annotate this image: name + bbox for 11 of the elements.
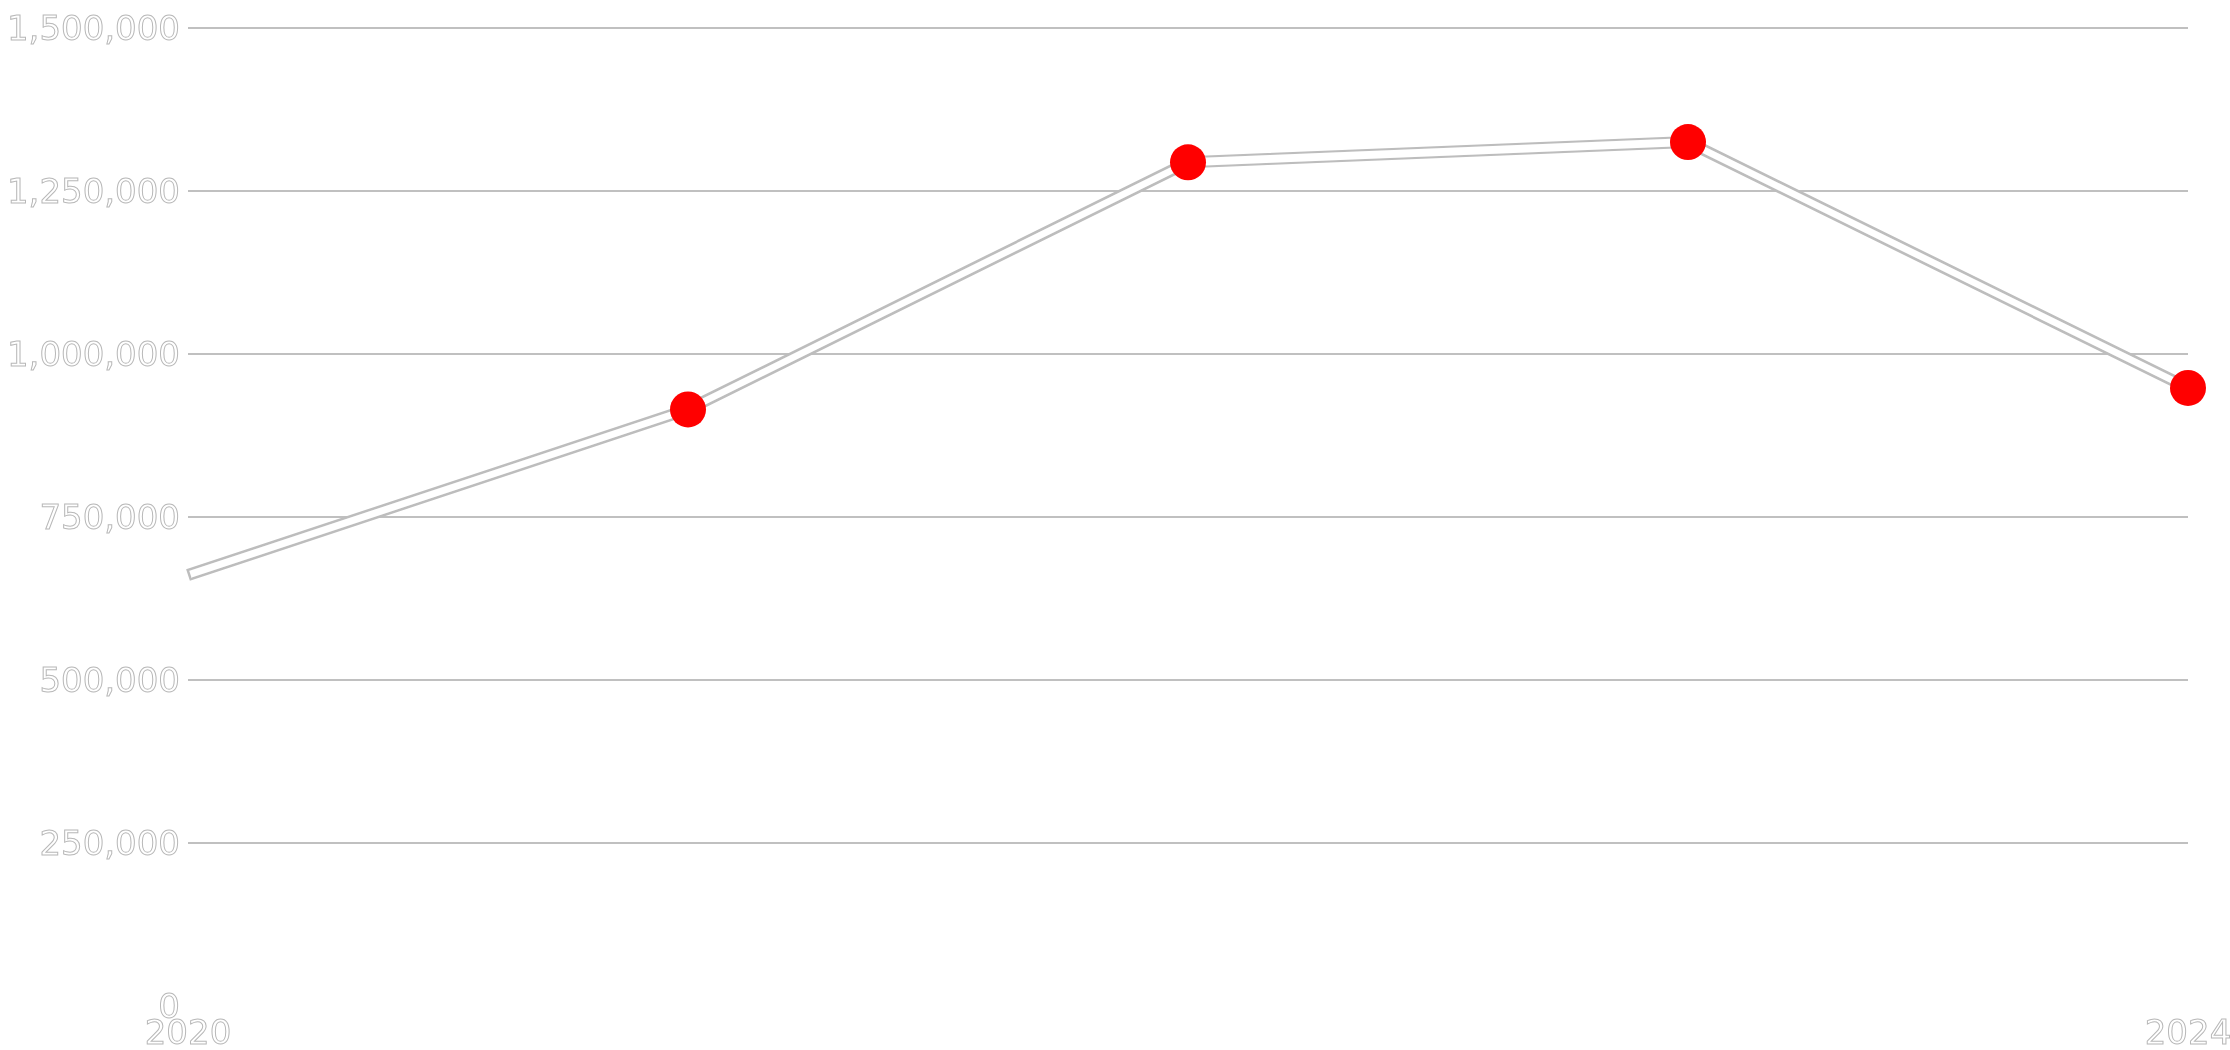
y-tick-label: 1,500,000 <box>6 8 180 48</box>
y-tick-label: 500,000 <box>39 660 180 700</box>
y-tick-label: 750,000 <box>39 497 180 537</box>
y-tick-label: 250,000 <box>39 823 180 863</box>
point <box>2170 369 2206 406</box>
point <box>670 391 706 428</box>
x-tick-label: 2024 <box>2144 1012 2230 1050</box>
point <box>1670 124 1706 161</box>
point <box>1170 144 1206 181</box>
y-tick-label: 1,000,000 <box>6 334 180 374</box>
y-tick-label: 1,250,000 <box>6 171 180 211</box>
